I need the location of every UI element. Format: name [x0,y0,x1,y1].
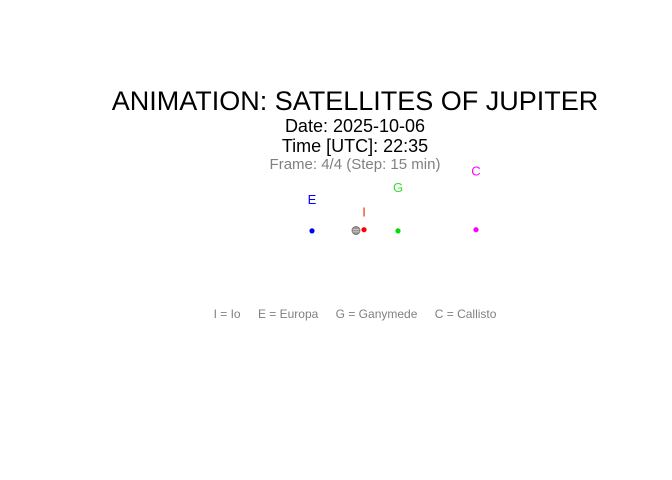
date-subtitle: Date: 2025-10-06 [284,116,426,136]
chart-title: ANIMATION: SATELLITES OF JUPITER [111,86,599,116]
time-subtitle: Time [UTC]: 22:35 [281,136,429,156]
legend-entry-callisto: C = Callisto [434,307,497,321]
satellite-point-c [473,227,479,233]
legend: I = Io E = Europa G = Ganymede C = Calli… [0,307,672,321]
frame-info: Frame: 4/4 (Step: 15 min) [269,156,441,173]
legend-entry-ganymede: G = Ganymede [335,307,418,321]
satellite-label-i: I [362,205,366,220]
satellite-label-c: C [471,164,480,179]
satellite-label-e: E [308,192,317,207]
jupiter-disc-icon [351,226,361,235]
satellite-point-g [395,228,401,234]
legend-entry-io: I = Io [213,307,241,321]
legend-entry-europa: E = Europa [257,307,319,321]
satellite-point-i [361,227,367,233]
satellite-label-g: G [393,180,403,195]
satellite-point-e [309,228,315,234]
